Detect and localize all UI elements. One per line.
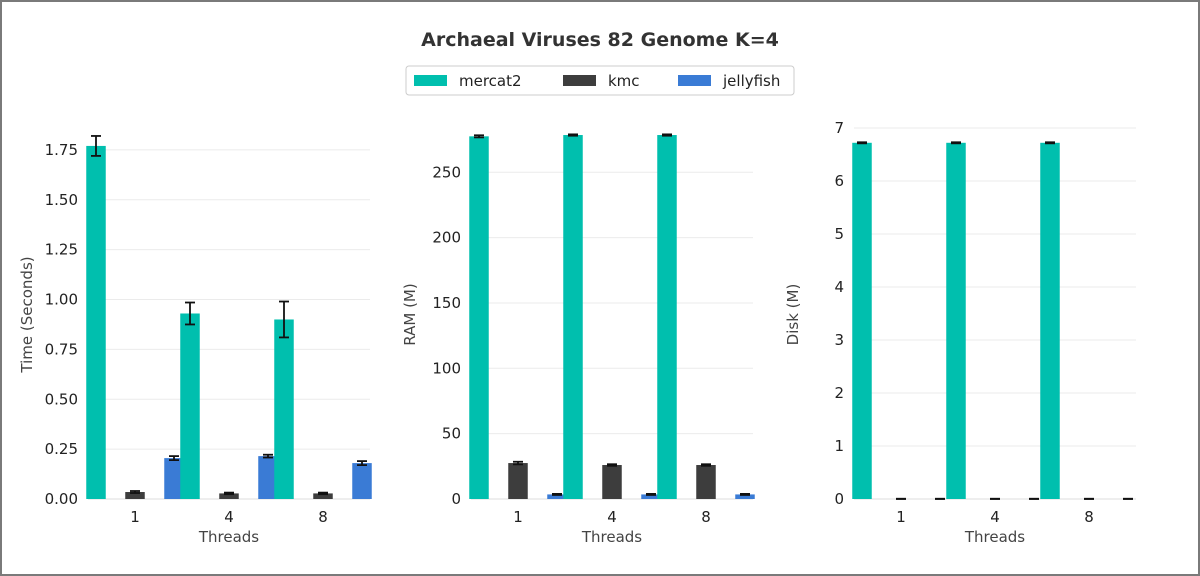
bar-kmc-8 xyxy=(313,493,333,499)
y-tick-label: 2 xyxy=(834,384,844,402)
error-bar-kmc-1 xyxy=(513,460,523,466)
x-axis-label: Threads xyxy=(964,528,1025,546)
legend-frame xyxy=(405,65,795,96)
y-tick-label: 0.00 xyxy=(45,490,78,508)
bar-mercat2-4 xyxy=(180,313,200,499)
bar-mercat2-1 xyxy=(469,136,489,499)
legend-label-jellyfish: jellyfish xyxy=(722,72,780,90)
y-axis-label: Disk (M) xyxy=(784,284,802,346)
legend-swatch-jellyfish xyxy=(678,75,711,86)
error-bar-jellyfish-8 xyxy=(740,493,750,496)
y-tick-label: 50 xyxy=(442,425,461,443)
y-tick-label: 200 xyxy=(432,229,461,247)
y-tick-label: 1.75 xyxy=(45,141,78,159)
x-tick-label: 4 xyxy=(607,508,617,526)
y-axis-label: RAM (M) xyxy=(401,283,419,345)
legend-label-mercat2: mercat2 xyxy=(459,72,522,90)
y-tick-label: 1 xyxy=(834,437,844,455)
y-tick-label: 3 xyxy=(834,331,844,349)
y-tick-label: 0 xyxy=(451,490,461,508)
error-bar-mercat2-1 xyxy=(91,135,101,157)
legend-label-kmc: kmc xyxy=(608,72,640,90)
error-bar-mercat2-8 xyxy=(662,133,672,137)
y-tick-label: 250 xyxy=(432,163,461,181)
y-tick-label: 1.50 xyxy=(45,191,78,209)
y-tick-label: 1.00 xyxy=(45,291,78,309)
error-bar-kmc-4 xyxy=(224,491,234,496)
error-bar-mercat2-4 xyxy=(951,141,961,145)
y-tick-label: 4 xyxy=(834,278,844,296)
error-bar-kmc-8 xyxy=(701,463,711,467)
x-axis-label: Threads xyxy=(198,528,259,546)
x-tick-label: 1 xyxy=(513,508,523,526)
y-tick-label: 6 xyxy=(834,172,844,190)
x-tick-label: 1 xyxy=(130,508,140,526)
bar-mercat2-1 xyxy=(852,142,872,499)
error-bar-kmc-4 xyxy=(607,463,617,467)
x-tick-label: 4 xyxy=(224,508,234,526)
bar-kmc-8 xyxy=(696,465,716,499)
bar-jellyfish-1 xyxy=(547,494,567,499)
panel-time: 0.00 0.25 0.50 0.75 1.00 1.25 1.50 1.75 1 4 8 Threa… xyxy=(18,135,372,546)
error-bar-mercat2-8 xyxy=(279,300,289,339)
y-tick-label: 0.50 xyxy=(45,390,78,408)
x-tick-label: 1 xyxy=(896,508,906,526)
error-bar-mercat2-8 xyxy=(1045,141,1055,145)
chart-legend: mercat2 kmc jellyfish xyxy=(405,65,795,96)
x-tick-label: 4 xyxy=(990,508,1000,526)
x-tick-label: 8 xyxy=(1084,508,1094,526)
chart-title: Archaeal Viruses 82 Genome K=4 xyxy=(421,29,779,51)
bar-mercat2-4 xyxy=(946,142,966,499)
bar-jellyfish-4 xyxy=(641,494,661,499)
error-bar-jellyfish-4 xyxy=(263,453,273,459)
error-bar-mercat2-1 xyxy=(474,134,484,139)
error-bar-kmc-1 xyxy=(130,490,140,494)
error-bar-jellyfish-4 xyxy=(646,493,656,496)
error-bar-mercat2-4 xyxy=(185,301,195,326)
bar-jellyfish-1 xyxy=(164,458,184,499)
bar-jellyfish-8 xyxy=(735,494,755,499)
bar-mercat2-4 xyxy=(563,135,583,500)
y-tick-label: 1.25 xyxy=(45,241,78,259)
y-tick-label: 0 xyxy=(834,490,844,508)
error-bar-jellyfish-8 xyxy=(357,460,367,466)
x-axis-label: Threads xyxy=(581,528,642,546)
bar-mercat2-8 xyxy=(657,135,677,500)
error-bar-mercat2-4 xyxy=(568,133,578,137)
bar-kmc-1 xyxy=(125,492,145,499)
legend-swatch-mercat2 xyxy=(414,75,447,86)
bar-kmc-4 xyxy=(219,493,239,499)
error-bar-kmc-8 xyxy=(318,491,328,496)
bar-mercat2-1 xyxy=(86,145,106,499)
x-tick-label: 8 xyxy=(318,508,328,526)
bar-jellyfish-4 xyxy=(258,456,278,499)
x-tick-label: 8 xyxy=(701,508,711,526)
y-axis-label: Time (Seconds) xyxy=(18,256,36,373)
error-bar-mercat2-1 xyxy=(857,141,867,145)
bar-jellyfish-8 xyxy=(352,463,372,499)
y-tick-label: 100 xyxy=(432,359,461,377)
panel-disk: 0 1 2 3 4 5 6 7 1 4 8 Threads Disk (M) xyxy=(784,119,1136,546)
y-tick-label: 150 xyxy=(432,294,461,312)
y-tick-label: 0.75 xyxy=(45,340,78,358)
error-bar-jellyfish-1 xyxy=(552,493,562,496)
chart-panels: 0.00 0.25 0.50 0.75 1.00 1.25 1.50 1.75 1 4 8 Threa… xyxy=(18,119,1136,546)
panel-ram: 0 50 100 150 200 250 1 4 8 Threads RAM (M) xyxy=(401,133,755,546)
bar-mercat2-8 xyxy=(274,319,294,499)
y-tick-label: 5 xyxy=(834,225,844,243)
bar-kmc-1 xyxy=(508,463,528,499)
legend-swatch-kmc xyxy=(563,75,596,86)
bar-mercat2-8 xyxy=(1040,142,1060,499)
error-bar-jellyfish-1 xyxy=(169,455,179,462)
y-tick-label: 7 xyxy=(834,119,844,137)
bar-kmc-4 xyxy=(602,465,622,499)
y-tick-label: 0.25 xyxy=(45,440,78,458)
